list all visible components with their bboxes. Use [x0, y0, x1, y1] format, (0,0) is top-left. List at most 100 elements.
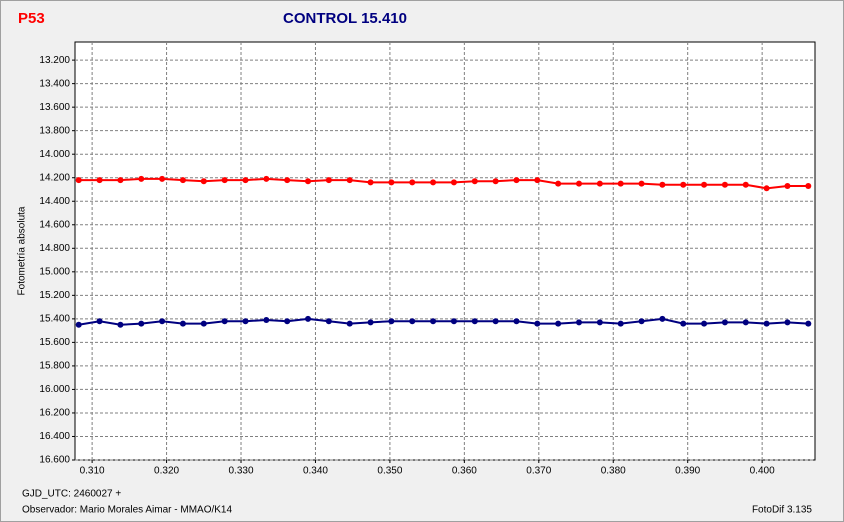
data-point	[596, 319, 603, 326]
software: FotoDif 3.135	[752, 505, 812, 516]
x-tick-label: 0.310	[80, 466, 105, 477]
data-point	[492, 318, 499, 325]
y-tick-label: 13.600	[39, 102, 70, 113]
data-point	[325, 177, 332, 184]
data-point	[325, 318, 332, 325]
data-point	[96, 318, 103, 325]
data-point	[75, 177, 82, 184]
y-tick-label: 14.800	[39, 243, 70, 254]
data-point	[763, 320, 770, 327]
data-point	[555, 180, 562, 187]
data-point	[430, 179, 437, 186]
data-point	[742, 181, 749, 188]
y-tick-label: 14.400	[39, 196, 70, 207]
data-point	[450, 318, 457, 325]
data-point	[659, 181, 666, 188]
data-point	[117, 321, 124, 328]
data-point	[96, 177, 103, 184]
y-tick-label: 15.200	[39, 290, 70, 301]
data-point	[179, 177, 186, 184]
y-tick-label: 13.800	[39, 125, 70, 136]
y-tick-label: 15.000	[39, 266, 70, 277]
data-point	[596, 180, 603, 187]
x-tick-label: 0.370	[526, 466, 551, 477]
data-point	[75, 321, 82, 328]
y-tick-label: 15.800	[39, 361, 70, 372]
data-point	[492, 178, 499, 185]
data-point	[367, 179, 374, 186]
data-point	[284, 177, 291, 184]
data-point	[680, 320, 687, 327]
data-point	[305, 178, 312, 185]
data-point	[242, 177, 249, 184]
data-point	[471, 318, 478, 325]
data-point	[701, 320, 708, 327]
data-point	[659, 315, 666, 322]
data-point	[617, 180, 624, 187]
data-point	[263, 317, 270, 324]
data-point	[117, 177, 124, 184]
data-point	[305, 315, 312, 322]
x-tick-label: 0.350	[377, 466, 402, 477]
data-point	[617, 320, 624, 327]
x-tick-label: 0.400	[750, 466, 775, 477]
data-point	[680, 181, 687, 188]
y-tick-label: 16.000	[39, 384, 70, 395]
data-point	[721, 319, 728, 326]
data-point	[555, 320, 562, 327]
data-point	[284, 318, 291, 325]
data-point	[346, 177, 353, 184]
y-tick-label: 14.600	[39, 219, 70, 230]
data-point	[159, 318, 166, 325]
data-point	[742, 319, 749, 326]
data-point	[346, 320, 353, 327]
y-tick-label: 15.600	[39, 337, 70, 348]
data-point	[534, 320, 541, 327]
data-point	[513, 177, 520, 184]
data-point	[200, 320, 207, 327]
chart-title: CONTROL 15.410	[283, 10, 407, 27]
plot-layer: 13.200 13.400 13.600 13.800 14.000 14.200 14.4…	[39, 42, 815, 477]
data-point	[242, 318, 249, 325]
y-tick-label: 16.600	[39, 455, 70, 466]
data-point	[221, 318, 228, 325]
data-point	[534, 177, 541, 184]
data-point	[721, 181, 728, 188]
series-line	[78, 177, 809, 190]
data-point	[409, 179, 416, 186]
data-point	[805, 182, 812, 189]
x-tick-label: 0.320	[154, 466, 179, 477]
x-tick-label: 0.390	[675, 466, 700, 477]
star-label: P53	[18, 10, 45, 27]
y-tick-label: 16.200	[39, 408, 70, 419]
observer: Observador: Mario Morales Aimar - MMAO/K…	[22, 505, 232, 516]
data-point	[409, 318, 416, 325]
y-tick-label: 15.400	[39, 314, 70, 325]
data-point	[388, 318, 395, 325]
data-point	[576, 319, 583, 326]
data-point	[159, 175, 166, 182]
data-point	[638, 318, 645, 325]
data-point	[367, 319, 374, 326]
data-point	[471, 178, 478, 185]
y-tick-label: 13.200	[39, 55, 70, 66]
x-tick-label: 0.380	[601, 466, 626, 477]
data-point	[805, 320, 812, 327]
data-point	[221, 177, 228, 184]
y-tick-label: 14.200	[39, 172, 70, 183]
x-tick-label: 0.340	[303, 466, 328, 477]
data-point	[138, 320, 145, 327]
data-point	[138, 175, 145, 182]
x-axis-label: GJD_UTC: 2460027 +	[22, 489, 121, 500]
data-point	[763, 185, 770, 192]
data-point	[701, 181, 708, 188]
x-tick-label: 0.360	[452, 466, 477, 477]
y-axis-label: Fotometría absoluta	[17, 206, 28, 295]
y-tick-label: 13.400	[39, 78, 70, 89]
data-point	[450, 179, 457, 186]
data-point	[388, 179, 395, 186]
data-point	[513, 318, 520, 325]
series-line	[78, 317, 809, 326]
